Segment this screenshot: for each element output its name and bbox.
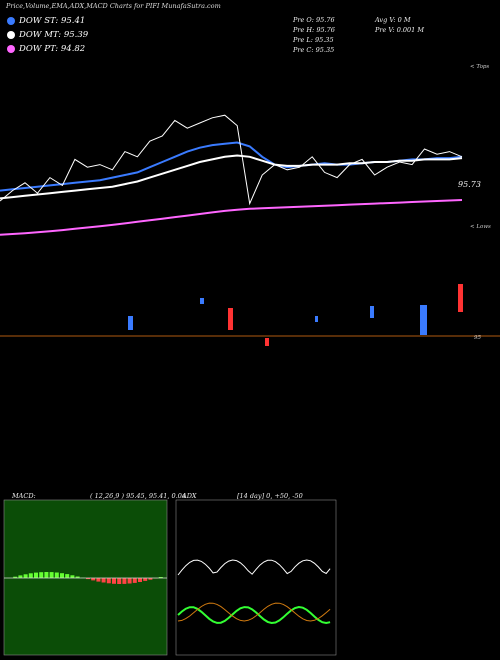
macd-bar-11 — [65, 574, 70, 578]
info-avg-vol: Avg V: 0 M — [375, 16, 411, 24]
series-line-0 — [0, 141, 463, 192]
adx-minus-di-line — [177, 602, 331, 622]
macd-bar-8 — [49, 572, 54, 578]
volume-bar-7 — [315, 316, 318, 322]
legend-dow-pt-label: DOW PT: 94.82 — [19, 44, 86, 54]
legend-dow-mt-label: DOW MT: 95.39 — [19, 30, 89, 40]
macd-bar-12 — [70, 575, 75, 578]
macd-bar-10 — [60, 573, 64, 578]
macd-bar-13 — [75, 576, 80, 578]
macd-bar-25 — [138, 578, 142, 582]
series-line-2 — [0, 199, 463, 236]
volume-panel — [128, 284, 463, 346]
macd-bar-5 — [34, 572, 38, 578]
macd-bar-7 — [44, 572, 49, 578]
adx-title: ADX — [182, 492, 197, 500]
last-price-label: 95.73 — [458, 180, 481, 189]
price-panel — [0, 114, 463, 236]
macd-bar-21 — [117, 578, 122, 584]
volume-bar-2 — [265, 338, 269, 346]
macd-bar-16 — [91, 578, 96, 581]
macd-bar-24 — [132, 578, 137, 583]
macd-bar-20 — [112, 578, 116, 584]
info-prev-close: Pre C: 95.35 — [293, 46, 335, 54]
macd-bar-3 — [23, 574, 28, 578]
macd-bar-23 — [127, 578, 132, 584]
adx-params: [14 day] 0, +50, -50 — [237, 492, 303, 500]
macd-bar-22 — [122, 578, 127, 584]
info-prev-low: Pre L: 95.35 — [293, 36, 334, 44]
volume-bar-5 — [370, 306, 374, 318]
legend-dow-pt-swatch — [7, 45, 15, 53]
macd-bar-2 — [18, 575, 23, 578]
macd-bar-26 — [143, 578, 148, 581]
adx-plus-di-line — [177, 605, 331, 625]
legend-dow-mt: DOW MT: 95.39 — [7, 29, 88, 41]
volume-bar-6 — [200, 298, 204, 304]
macd-bar-9 — [54, 572, 59, 578]
volume-bar-1 — [228, 308, 233, 330]
info-prev-open: Pre O: 95.76 — [293, 16, 335, 24]
macd-bar-29 — [158, 577, 163, 578]
chart-title: Price,Volume,EMA,ADX,MACD Charts for PIF… — [6, 2, 221, 10]
volume-bar-4 — [458, 284, 463, 312]
macd-title: MACD: — [12, 492, 36, 500]
macd-bar-17 — [96, 578, 101, 582]
macd-panel — [3, 499, 168, 656]
volume-axis-label: 95 — [474, 335, 481, 341]
series-line-1 — [0, 154, 463, 200]
legend-dow-st-swatch — [7, 17, 15, 25]
macd-bar-27 — [148, 578, 153, 580]
volume-bar-0 — [128, 316, 133, 330]
legend-dow-st-label: DOW ST: 95.41 — [19, 16, 86, 26]
adx-line — [177, 559, 331, 576]
macd-params: ( 12,26,9 ) 95.45, 95.41, 0.04 — [90, 492, 187, 500]
macd-bar-1 — [13, 576, 18, 578]
macd-histogram — [4, 572, 167, 584]
volume-bar-3 — [420, 305, 427, 335]
tops-label: < Tops — [470, 64, 490, 70]
info-prev-vol: Pre V: 0.001 M — [375, 26, 425, 34]
legend-dow-mt-swatch — [7, 31, 15, 39]
series-line-3 — [0, 114, 463, 206]
adx-lines — [177, 559, 331, 625]
lows-label: < Lows — [470, 224, 491, 230]
macd-bar-6 — [39, 572, 44, 578]
macd-bar-15 — [86, 578, 90, 580]
macd-bar-4 — [28, 573, 33, 578]
legend-dow-st: DOW ST: 95.41 — [7, 15, 85, 27]
macd-bar-18 — [101, 578, 106, 583]
info-prev-high: Pre H: 95.76 — [293, 26, 335, 34]
legend-dow-pt: DOW PT: 94.82 — [7, 43, 85, 55]
adx-panel — [175, 499, 337, 656]
macd-bar-19 — [106, 578, 111, 584]
